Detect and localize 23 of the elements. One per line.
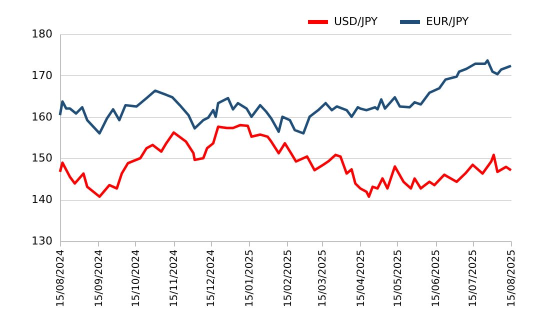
x-tick-label: 15/05/2025 <box>392 250 404 308</box>
y-tick-label: 180 <box>32 28 52 40</box>
y-tick-label: 130 <box>32 234 52 248</box>
x-tick-label: 15/12/2024 <box>206 250 218 308</box>
y-tick-label: 150 <box>32 152 52 165</box>
y-tick-label: 170 <box>32 68 52 82</box>
y-tick-label: 160 <box>32 110 52 124</box>
line-series <box>58 59 512 135</box>
x-tick-label: 15/01/2025 <box>244 250 256 308</box>
legend-label: USD/JPY <box>334 15 378 28</box>
x-tick-label: 15/06/2025 <box>431 250 442 308</box>
x-tick-label: 15/02/2025 <box>282 250 294 308</box>
legend-label: EUR/JPY <box>426 15 469 28</box>
y-tick-label: 140 <box>32 193 52 206</box>
x-tick-label: 15/09/2024 <box>94 250 105 308</box>
x-tick-label: 15/04/2025 <box>356 250 367 308</box>
x-tick-label: 15/11/2024 <box>169 250 180 308</box>
line-series <box>58 124 512 198</box>
x-tick-label: 15/08/2024 <box>56 250 66 308</box>
x-tick-label: 15/08/2025 <box>506 250 518 308</box>
x-tick-label: 15/03/2025 <box>317 250 328 308</box>
x-tick-label: 15/07/2025 <box>468 250 480 308</box>
x-tick-label: 15/10/2024 <box>130 250 142 308</box>
